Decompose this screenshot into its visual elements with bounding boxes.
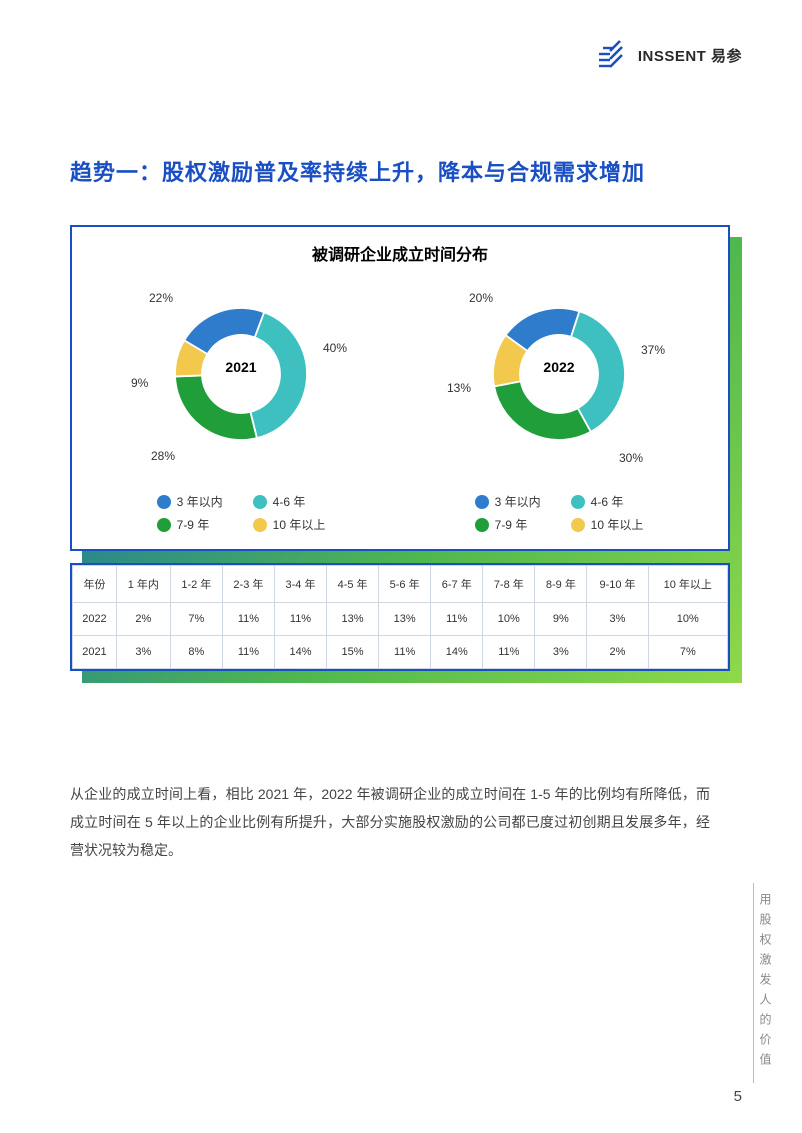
- brand-logo-icon: [596, 38, 630, 72]
- donut-2022: 2022 20%37%30%13%: [409, 281, 709, 481]
- legend-swatch: [571, 495, 585, 509]
- legend-item: 4-6 年: [253, 493, 326, 510]
- table-header-cell: 10 年以上: [648, 566, 727, 603]
- legend-swatch: [157, 495, 171, 509]
- table-cell: 13%: [327, 603, 379, 636]
- table-cell: 8%: [170, 636, 222, 669]
- table-cell: 9%: [535, 603, 587, 636]
- legend-swatch: [253, 518, 267, 532]
- legend-label: 7-9 年: [495, 516, 528, 533]
- legend-item: 10 年以上: [571, 516, 644, 533]
- table-cell: 14%: [431, 636, 483, 669]
- donut-2021-year: 2021: [191, 359, 291, 375]
- table-cell: 13%: [379, 603, 431, 636]
- legend-swatch: [253, 495, 267, 509]
- page-title: 趋势一：股权激励普及率持续上升，降本与合规需求增加: [70, 155, 742, 187]
- table-cell: 3%: [535, 636, 587, 669]
- table-header-cell: 1-2 年: [170, 566, 222, 603]
- legend-label: 10 年以上: [273, 516, 326, 533]
- table-header-cell: 5-6 年: [379, 566, 431, 603]
- legend-swatch: [475, 518, 489, 532]
- table-header-cell: 7-8 年: [483, 566, 535, 603]
- donut-pct-label: 13%: [447, 381, 471, 395]
- side-caption: 用股权激发人的价值: [757, 893, 774, 1073]
- legend-swatch: [475, 495, 489, 509]
- donut-slice: [494, 381, 591, 440]
- table-cell: 2021: [73, 636, 117, 669]
- donut-2021: 2021 22%40%28%9%: [91, 281, 391, 481]
- table-cell: 2%: [587, 636, 648, 669]
- table-cell: 2%: [116, 603, 170, 636]
- data-table: 年份1 年内1-2 年2-3 年3-4 年4-5 年5-6 年6-7 年7-8 …: [72, 565, 728, 669]
- table-header-cell: 6-7 年: [431, 566, 483, 603]
- brand-name: INSSENT 易参: [638, 45, 742, 66]
- legend-label: 3 年以内: [177, 493, 223, 510]
- body-paragraph: 从企业的成立时间上看，相比 2021 年，2022 年被调研企业的成立时间在 1…: [70, 780, 710, 864]
- chart-legend: 3 年以内 4-6 年 7-9 年 10 年以上 3 年以内 4-6 年 7-9 年 10 …: [72, 489, 728, 549]
- donut-pct-label: 40%: [323, 341, 347, 355]
- legend-label: 10 年以上: [591, 516, 644, 533]
- table-header-cell: 9-10 年: [587, 566, 648, 603]
- table-header-cell: 年份: [73, 566, 117, 603]
- legend-item: 10 年以上: [253, 516, 326, 533]
- table-cell: 3%: [587, 603, 648, 636]
- legend-swatch: [157, 518, 171, 532]
- table-cell: 10%: [483, 603, 535, 636]
- legend-label: 7-9 年: [177, 516, 210, 533]
- table-row: 20213%8%11%14%15%11%14%11%3%2%7%: [73, 636, 728, 669]
- table-cell: 14%: [274, 636, 326, 669]
- table-cell: 2022: [73, 603, 117, 636]
- legend-label: 4-6 年: [273, 493, 306, 510]
- legend-item: 3 年以内: [157, 493, 223, 510]
- table-cell: 7%: [648, 636, 727, 669]
- legend-item: 7-9 年: [475, 516, 541, 533]
- table-cell: 11%: [379, 636, 431, 669]
- donut-2022-year: 2022: [509, 359, 609, 375]
- table-cell: 11%: [274, 603, 326, 636]
- table-cell: 11%: [431, 603, 483, 636]
- table-cell: 11%: [222, 636, 274, 669]
- table-cell: 15%: [327, 636, 379, 669]
- table-header-cell: 3-4 年: [274, 566, 326, 603]
- table-cell: 10%: [648, 603, 727, 636]
- donut-slice: [175, 375, 257, 440]
- table-header-cell: 1 年内: [116, 566, 170, 603]
- legend-item: 7-9 年: [157, 516, 223, 533]
- brand-header: INSSENT 易参: [596, 38, 742, 72]
- page-number: 5: [734, 1088, 742, 1105]
- table-cell: 3%: [116, 636, 170, 669]
- chart-title: 被调研企业成立时间分布: [72, 227, 728, 275]
- table-header-cell: 4-5 年: [327, 566, 379, 603]
- legend-label: 4-6 年: [591, 493, 624, 510]
- data-table-card: 年份1 年内1-2 年2-3 年3-4 年4-5 年5-6 年6-7 年7-8 …: [70, 563, 730, 671]
- table-row: 20222%7%11%11%13%13%11%10%9%3%10%: [73, 603, 728, 636]
- legend-item: 3 年以内: [475, 493, 541, 510]
- side-rule: [753, 883, 754, 1083]
- table-cell: 11%: [483, 636, 535, 669]
- donut-slice: [250, 312, 307, 438]
- donut-pct-label: 30%: [619, 451, 643, 465]
- donut-pct-label: 37%: [641, 343, 665, 357]
- donut-pct-label: 28%: [151, 449, 175, 463]
- legend-label: 3 年以内: [495, 493, 541, 510]
- table-cell: 11%: [222, 603, 274, 636]
- donut-pct-label: 9%: [131, 376, 148, 390]
- table-header-cell: 8-9 年: [535, 566, 587, 603]
- table-cell: 7%: [170, 603, 222, 636]
- table-header-cell: 2-3 年: [222, 566, 274, 603]
- chart-section: 被调研企业成立时间分布 2021 22%40%28%9% 2022 20%37%…: [70, 225, 730, 671]
- legend-swatch: [571, 518, 585, 532]
- legend-item: 4-6 年: [571, 493, 644, 510]
- donut-chart-card: 被调研企业成立时间分布 2021 22%40%28%9% 2022 20%37%…: [70, 225, 730, 551]
